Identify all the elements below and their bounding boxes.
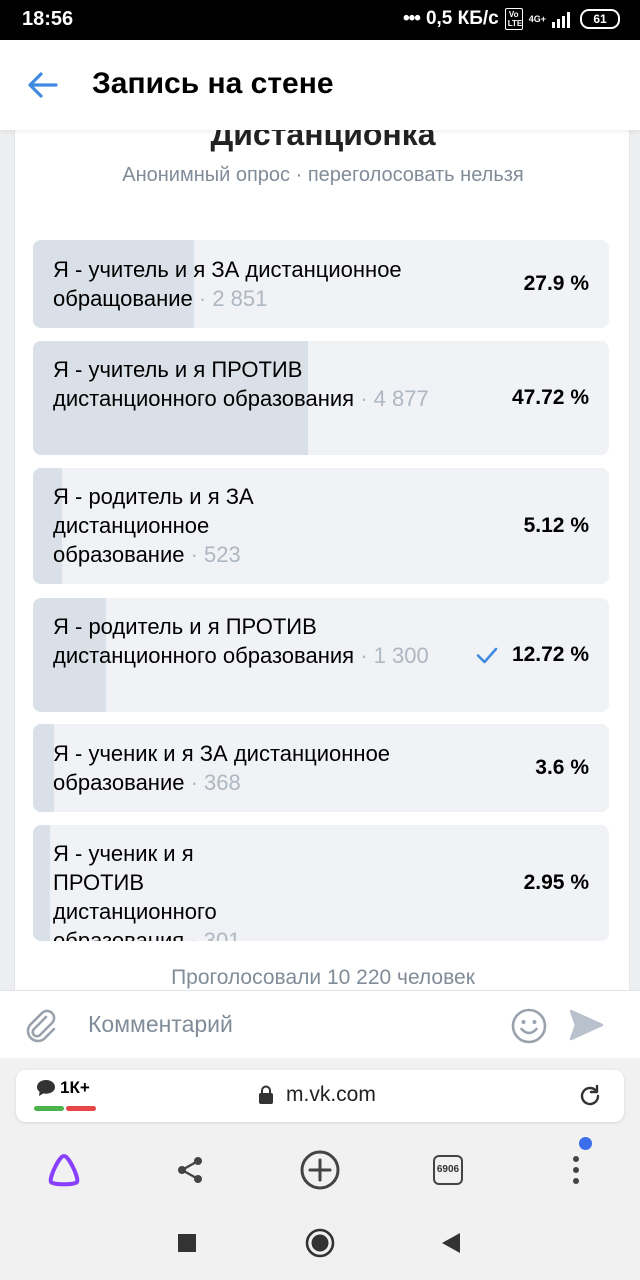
new-tab-button[interactable] <box>296 1146 344 1194</box>
more-vertical-icon <box>573 1156 579 1184</box>
comment-bar: Комментарий <box>0 990 640 1058</box>
status-bar: 18:56 ••• 0,5 КБ/с Vo LTE 4G+ 61 <box>0 0 640 40</box>
poll-card: Дистанционка Анонимный опрос · переголос… <box>14 110 630 1010</box>
poll-option-count: · 368 <box>190 770 241 795</box>
poll-option-percent: 2.95 % <box>523 871 589 894</box>
volte-icon: Vo LTE <box>504 8 523 30</box>
browser-toolbar: 6906 <box>0 1134 640 1204</box>
comment-input[interactable]: Комментарий <box>88 1011 233 1037</box>
url-text[interactable]: m.vk.com <box>286 1083 376 1106</box>
reload-icon[interactable] <box>578 1084 602 1108</box>
poll-option-percent: 3.6 % <box>535 756 589 779</box>
status-indicators: ••• 0,5 КБ/с Vo LTE 4G+ 61 <box>403 8 620 30</box>
poll-option-label: Я - родитель и я ЗА дистанционное образо… <box>53 484 254 567</box>
poll-option-bar <box>33 240 194 328</box>
comments-rating-bars <box>34 1106 96 1111</box>
notification-dot <box>579 1137 592 1150</box>
home-button[interactable] <box>305 1228 335 1258</box>
status-time: 18:56 <box>22 8 74 30</box>
poll-option-count: · 2 851 <box>198 286 268 311</box>
speech-bubble-icon <box>37 1080 55 1096</box>
alice-icon <box>48 1154 80 1187</box>
poll-subtitle: Анонимный опрос · переголосовать нельзя <box>122 164 524 186</box>
poll-total-votes: Проголосовали 10 220 человек <box>171 966 475 989</box>
back-button[interactable] <box>436 1228 466 1258</box>
poll-option-bar <box>33 468 63 584</box>
paperclip-icon[interactable] <box>22 1007 58 1043</box>
circle-icon <box>305 1228 335 1258</box>
poll-option-count: · 301 <box>190 928 241 941</box>
system-nav-bar <box>0 1204 640 1280</box>
alice-button[interactable] <box>40 1146 88 1194</box>
send-icon[interactable] <box>568 1007 604 1043</box>
poll-option-bar <box>33 341 308 455</box>
smile-icon[interactable] <box>510 1007 548 1045</box>
menu-button[interactable] <box>552 1146 600 1194</box>
plus-circle-icon <box>300 1150 340 1190</box>
poll-option-label: Я - ученик и я ПРОТИВ дистанционного обр… <box>53 841 217 941</box>
poll-option-bar <box>33 825 50 941</box>
signal-icon <box>552 12 570 28</box>
share-button[interactable] <box>166 1146 214 1194</box>
network-type: 4G+ <box>528 13 546 24</box>
recents-button[interactable] <box>172 1228 202 1258</box>
poll-option-label: Я - учитель и я ЗА дистанционное обращов… <box>53 257 402 311</box>
battery-icon: 61 <box>580 9 620 29</box>
network-speed: 0,5 КБ/с <box>425 8 499 29</box>
poll-option[interactable]: Я - учитель и я ЗА дистанционное обращов… <box>33 240 609 328</box>
voted-check-icon <box>476 647 498 664</box>
tabs-count: 6906 <box>433 1155 463 1185</box>
poll-option-percent: 12.72 % <box>511 643 589 666</box>
square-icon <box>178 1234 196 1252</box>
poll-option[interactable]: Я - ученик и я ПРОТИВ дистанционного обр… <box>33 825 609 941</box>
more-notifications-icon: ••• <box>402 8 421 29</box>
url-pill[interactable]: 1К+ m.vk.com <box>16 1070 624 1122</box>
triangle-back-icon <box>442 1233 460 1253</box>
poll-option[interactable]: Я - ученик и я ЗА дистанционное образова… <box>33 724 609 812</box>
poll-option-label: Я - ученик и я ЗА дистанционное образова… <box>53 741 391 795</box>
poll-option-percent: 47.72 % <box>511 386 589 409</box>
lock-icon <box>259 1085 273 1104</box>
back-arrow-icon[interactable] <box>26 68 60 102</box>
poll-option[interactable]: Я - родитель и я ЗА дистанционное образо… <box>33 468 609 584</box>
poll-option-percent: 27.9 % <box>523 272 589 295</box>
poll-option-count: · 1 300 <box>360 643 429 668</box>
poll-option-count: · 4 877 <box>360 386 429 411</box>
page-title: Запись на стене <box>92 67 334 100</box>
app-header: Запись на стене <box>0 40 640 130</box>
tabs-button[interactable]: 6906 <box>424 1146 472 1194</box>
poll-option-label: Я - учитель и я ПРОТИВ дистанционного об… <box>53 357 355 411</box>
poll-option[interactable]: Я - учитель и я ПРОТИВ дистанционного об… <box>33 341 609 455</box>
comments-counter[interactable]: 1К+ <box>36 1078 90 1098</box>
poll-option[interactable]: Я - родитель и я ПРОТИВ дистанционного о… <box>33 598 609 712</box>
poll-option-percent: 5.12 % <box>523 514 589 537</box>
browser-address-bar: 1К+ m.vk.com <box>0 1058 640 1134</box>
poll-option-bar <box>33 724 54 812</box>
comments-count: 1К+ <box>60 1078 90 1097</box>
share-icon <box>178 1157 202 1183</box>
poll-option-label: Я - родитель и я ПРОТИВ дистанционного о… <box>53 614 355 668</box>
poll-option-count: · 523 <box>190 542 241 567</box>
poll-option-bar <box>33 598 107 712</box>
